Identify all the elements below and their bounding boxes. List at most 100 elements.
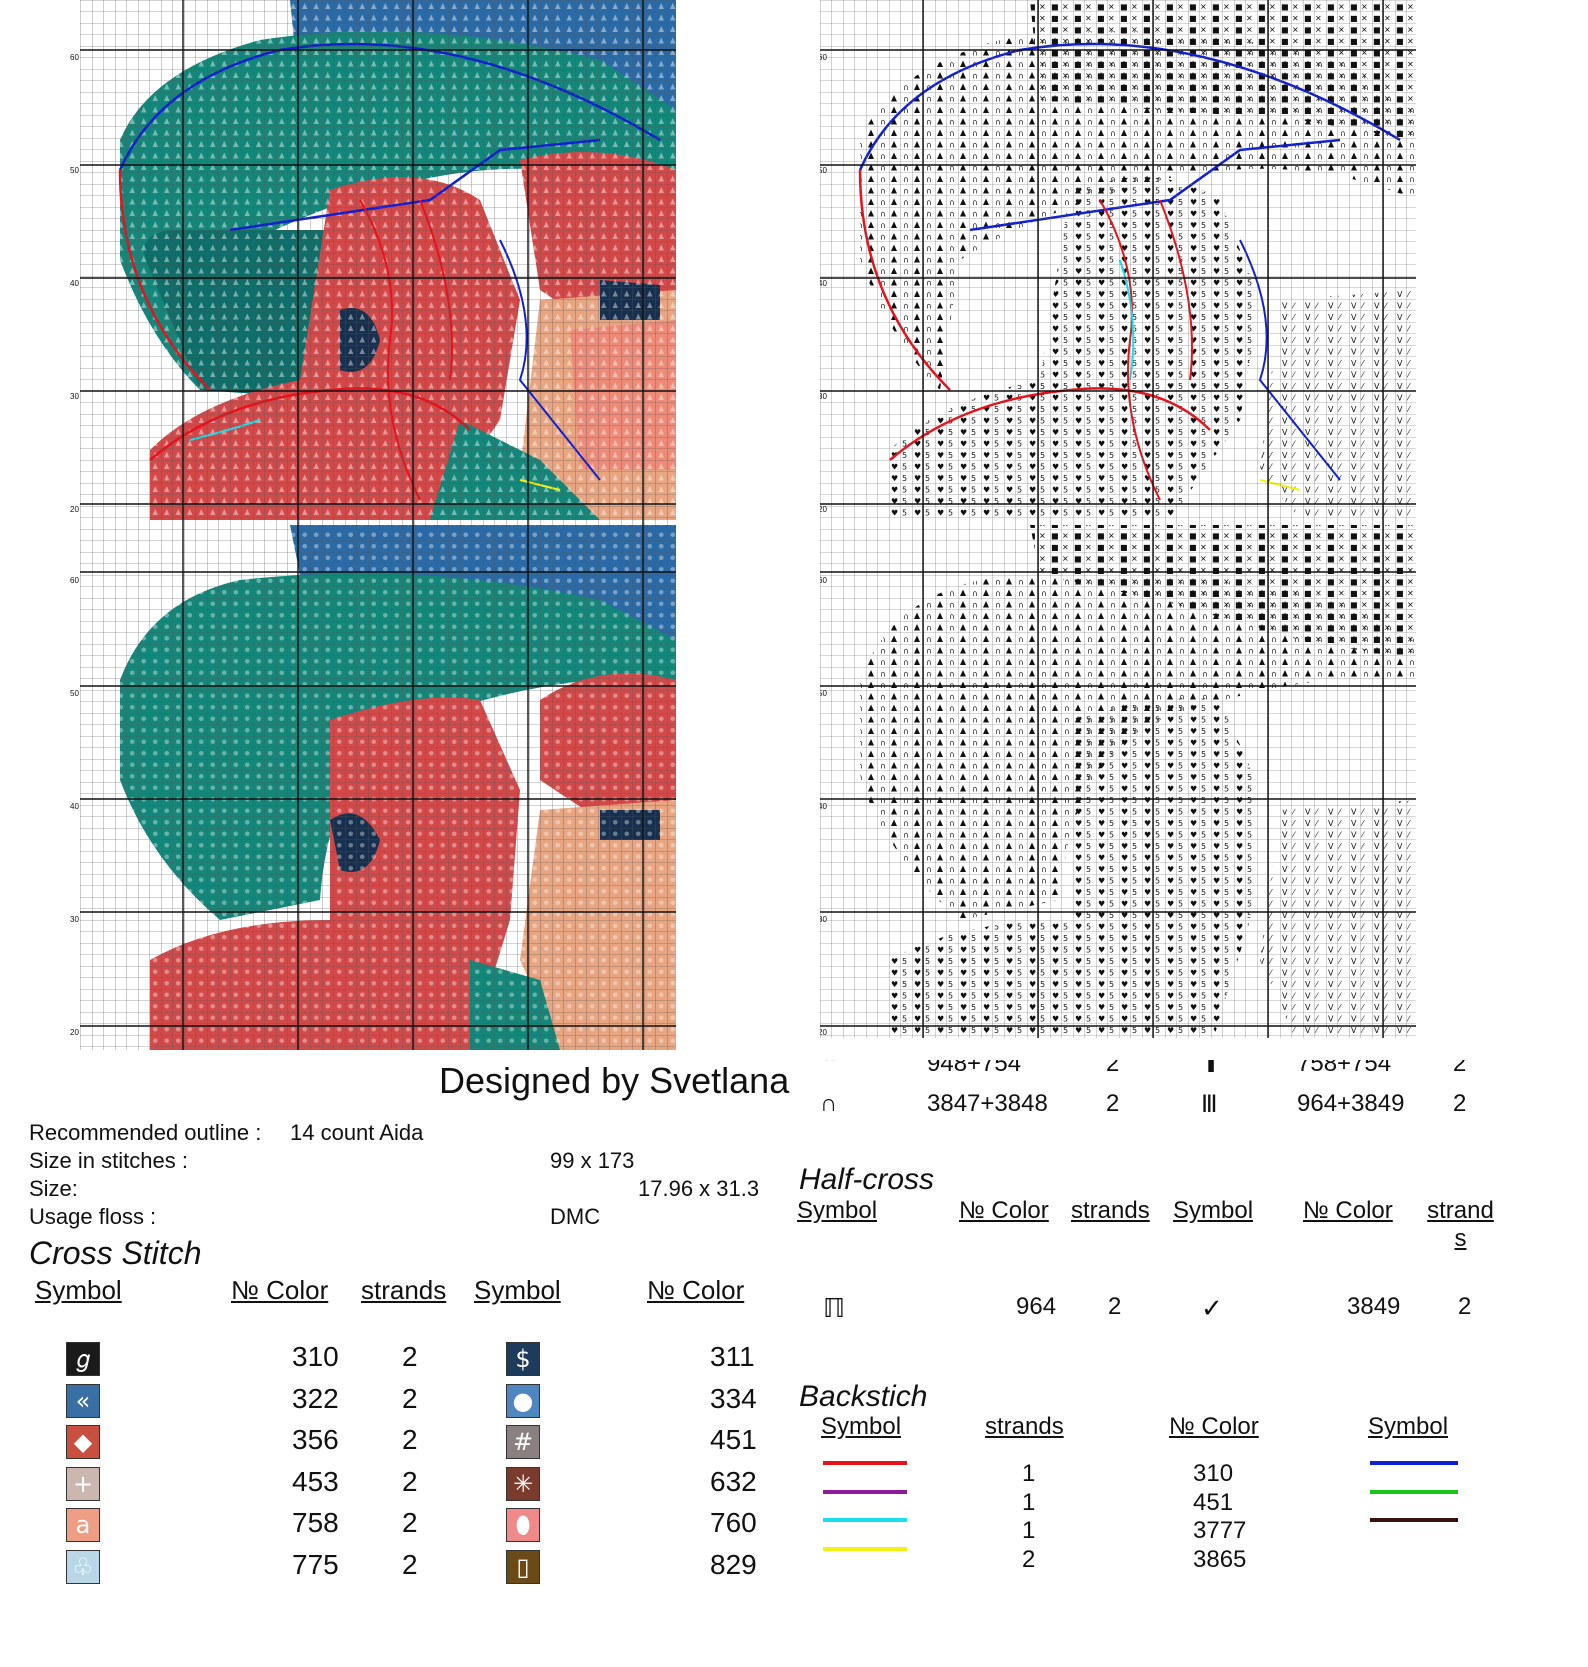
floss-symbol-swatch: ♧ [66,1549,100,1584]
floss-strands: 2 [402,1424,418,1455]
right-chart-row-label-top: 40 [820,279,827,288]
backstitch-strands: 1 [1022,1517,1036,1544]
designer-credit: Designed by Svetlana [439,1060,790,1101]
left-chart-row-label-bottom: 50 [70,689,79,698]
right-chart-row-label-top: 20 [820,505,827,514]
color-chart-left: 60 50 40 30 20 60 50 40 30 20 [70,0,676,1060]
outline-label: Recommended outline : [29,1120,262,1145]
cs-header-strands: strands [361,1275,447,1305]
blend-row-clip-mask [790,1038,1490,1060]
right-chart-row-label-top: 60 [820,53,827,62]
floss-color-number: 311 [710,1341,755,1372]
size-stitches-label: Size in stitches : [29,1148,188,1173]
outline-value: 14 count Aida [290,1120,424,1145]
floss-strands: 2 [402,1341,418,1372]
blend-color: 964+3849 [1297,1090,1405,1117]
floss-symbol-swatch: 𝑔 [66,1342,100,1376]
floss-color-number: 356 [292,1424,339,1455]
size-stitches-value: 99 x 173 [550,1148,635,1173]
floss-value: DMC [550,1204,601,1229]
floss-color-number: 334 [710,1382,757,1414]
hc-header-color-2: № Color [1303,1197,1393,1224]
half-cross-title: Half-cross [799,1163,935,1196]
backstitch-line-swatch [1370,1489,1458,1494]
floss-symbol-swatch: ✳ [506,1466,540,1501]
backstitch-line-swatch [1370,1461,1458,1465]
floss-color-number: 775 [292,1548,339,1580]
cs-header-symbol-1: Symbol [35,1275,122,1305]
hc-header-color-1: № Color [959,1197,1049,1224]
floss-color-number: 829 [710,1548,757,1580]
floss-strands: 2 [402,1465,418,1497]
half-cross-symbol: ℿ [823,1293,846,1323]
floss-color-number: 310 [292,1341,339,1372]
backstitch-line-swatch [823,1518,907,1522]
backstitch-color: 3865 [1193,1545,1247,1573]
floss-symbol-swatch: ● [506,1383,540,1418]
left-chart-row-label-top: 30 [70,392,79,401]
floss-color-number: 453 [292,1465,339,1497]
right-chart-row-label-bottom: 60 [820,576,827,585]
half-cross-symbol: ✓ [1201,1293,1223,1323]
floss-label: Usage floss : [29,1204,157,1229]
bs-header-color: № Color [1169,1413,1259,1440]
floss-symbol-swatch: « [66,1383,100,1418]
left-chart-row-label-bottom: 20 [70,1028,79,1037]
size-label: Size: [29,1176,78,1201]
backstitch-strands: 1 [1022,1460,1036,1487]
right-chart-row-label-bottom: 20 [820,1028,827,1037]
blend-color: 3847+3848 [927,1090,1048,1117]
floss-symbol-swatch: a [66,1508,100,1542]
right-chart-row-label-bottom: 40 [820,802,827,811]
backstitch-strands: 1 [1022,1488,1036,1516]
backstitch-line-swatch [823,1546,907,1551]
right-chart-row-label-bottom: 30 [820,915,827,924]
backstitch-line-swatch [1370,1518,1458,1522]
half-cross-color: 964 [1016,1293,1057,1320]
right-chart-row-label-top: 50 [820,166,827,175]
left-chart-row-label-top: 40 [70,279,79,288]
floss-strands: 2 [402,1507,418,1538]
bs-header-symbol-2: Symbol [1368,1413,1449,1440]
floss-color-number: 760 [710,1507,757,1538]
bs-header-symbol-1: Symbol [821,1413,902,1440]
right-chart-row-label-bottom: 50 [820,689,827,698]
backstitch-line-swatch [823,1461,907,1465]
left-chart-row-label-bottom: 40 [70,802,79,811]
backstitch-color: 310 [1193,1460,1234,1487]
cross-stitch-title: Cross Stitch [29,1235,202,1271]
floss-strands: 2 [402,1548,418,1580]
floss-color-number: 632 [710,1465,757,1497]
hc-header-strands-1: strands [1071,1197,1150,1224]
cs-header-symbol-2: Symbol [474,1275,561,1305]
hc-header-strands-2: strand s [1427,1197,1494,1252]
floss-color-number: 758 [292,1507,339,1538]
cs-header-color-2: № Color [647,1275,745,1305]
floss-color-number: 451 [710,1424,757,1455]
half-cross-strands: 2 [1108,1293,1122,1320]
right-chart-row-label-top: 30 [820,392,827,401]
bs-header-strands: strands [985,1413,1064,1440]
left-chart-row-label-bottom: 30 [70,915,79,924]
floss-symbol-swatch: ◆ [66,1425,100,1459]
blend-symbol: Ⅲ [1201,1091,1218,1118]
blend-symbol: ∩ [820,1090,838,1117]
hc-header-symbol-2: Symbol [1173,1197,1254,1224]
left-chart-row-label-bottom: 60 [70,576,79,585]
floss-symbol-swatch: # [506,1425,540,1459]
backstitch-color: 3777 [1193,1517,1247,1544]
floss-symbol-swatch: ⬮ [506,1508,540,1542]
half-cross-strands: 2 [1458,1293,1472,1320]
floss-symbol-swatch: $ [506,1342,540,1376]
cs-header-color-1: № Color [231,1275,329,1305]
backstitch-strands: 2 [1022,1545,1036,1573]
floss-symbol-swatch: + [66,1466,100,1501]
left-chart-row-label-top: 20 [70,505,79,514]
left-chart-row-label-top: 50 [70,166,79,175]
blend-strands: 2 [1106,1090,1120,1117]
backstitch-color: 451 [1193,1488,1234,1516]
left-chart-row-label-top: 60 [70,53,79,62]
half-cross-color: 3849 [1347,1293,1401,1320]
floss-color-number: 322 [292,1382,339,1414]
